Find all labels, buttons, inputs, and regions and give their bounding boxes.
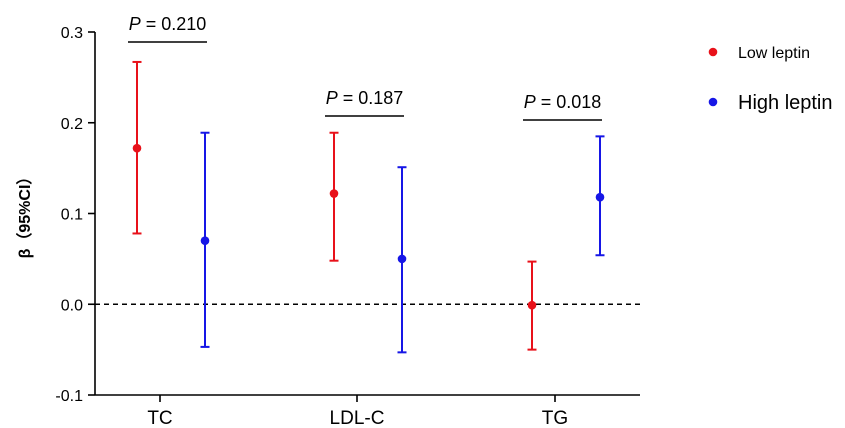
p-value-label: P = 0.210 <box>129 14 207 34</box>
axes: -0.1 0.0 0.1 0.2 0.3 TC LDL-C TG β（95%CI） <box>16 25 640 428</box>
p-value-label: P = 0.187 <box>326 88 404 108</box>
p-value: = 0.018 <box>536 92 602 112</box>
p-symbol: P <box>326 88 338 108</box>
y-tick-label: 0.3 <box>61 25 83 42</box>
data-point <box>527 300 537 310</box>
data-point <box>329 189 339 198</box>
y-tick-label: -0.1 <box>55 388 83 405</box>
data-point <box>397 254 407 264</box>
p-value: = 0.187 <box>338 88 404 108</box>
y-tick-label: 0.1 <box>61 207 83 224</box>
legend-marker <box>708 47 718 57</box>
data-point <box>200 236 210 246</box>
y-tick-label: 0.2 <box>61 116 83 133</box>
legend-label: High leptin <box>738 92 833 114</box>
legend: Low leptin High leptin <box>708 45 833 114</box>
p-symbol: P <box>129 14 141 34</box>
p-value-label: P = 0.018 <box>524 92 602 112</box>
y-tick-label: 0.0 <box>61 297 83 314</box>
legend-marker <box>708 97 718 107</box>
x-category-label: TC <box>147 408 172 428</box>
data-point <box>132 143 142 153</box>
x-category-label: LDL-C <box>330 408 385 428</box>
y-axis-label: β（95%CI） <box>16 169 34 259</box>
p-symbol: P <box>524 92 536 112</box>
p-value: = 0.210 <box>141 14 207 34</box>
x-category-label: TG <box>542 408 568 428</box>
data-point <box>595 192 605 202</box>
legend-label: Low leptin <box>738 45 810 62</box>
